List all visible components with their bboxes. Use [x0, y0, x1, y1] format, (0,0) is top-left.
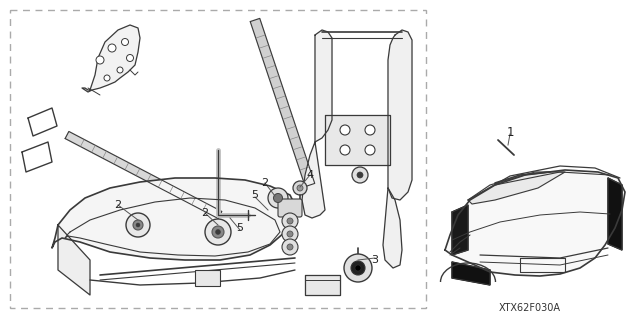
- Circle shape: [287, 218, 293, 224]
- Text: 3: 3: [371, 255, 378, 265]
- Circle shape: [104, 75, 110, 81]
- Polygon shape: [388, 30, 412, 200]
- Polygon shape: [302, 142, 325, 218]
- Circle shape: [268, 188, 288, 208]
- Circle shape: [297, 185, 303, 191]
- Circle shape: [127, 55, 134, 62]
- Circle shape: [212, 226, 224, 238]
- Polygon shape: [452, 205, 468, 255]
- Circle shape: [355, 265, 361, 271]
- Circle shape: [96, 56, 104, 64]
- Circle shape: [273, 194, 282, 203]
- Bar: [195, 270, 220, 286]
- Polygon shape: [315, 30, 332, 142]
- Text: 5: 5: [237, 223, 243, 233]
- Polygon shape: [452, 262, 490, 285]
- Polygon shape: [22, 142, 52, 172]
- Circle shape: [365, 145, 375, 155]
- Circle shape: [108, 44, 116, 52]
- Text: 1: 1: [506, 125, 514, 138]
- Text: 2: 2: [202, 208, 209, 218]
- Circle shape: [282, 226, 298, 242]
- Circle shape: [357, 172, 363, 178]
- Circle shape: [351, 261, 365, 275]
- Polygon shape: [250, 19, 315, 187]
- Polygon shape: [608, 178, 622, 250]
- Circle shape: [365, 125, 375, 135]
- Circle shape: [352, 167, 368, 183]
- Polygon shape: [82, 25, 140, 92]
- Circle shape: [136, 223, 140, 227]
- Circle shape: [216, 229, 221, 234]
- Circle shape: [126, 213, 150, 237]
- Polygon shape: [28, 108, 57, 136]
- Polygon shape: [325, 115, 390, 165]
- Circle shape: [340, 125, 350, 135]
- Circle shape: [122, 39, 129, 46]
- Circle shape: [293, 181, 307, 195]
- Circle shape: [344, 254, 372, 282]
- Circle shape: [287, 231, 293, 237]
- Polygon shape: [65, 131, 222, 219]
- Text: 2: 2: [261, 178, 269, 188]
- Circle shape: [282, 239, 298, 255]
- Text: 4: 4: [307, 170, 314, 180]
- Circle shape: [205, 219, 231, 245]
- Polygon shape: [305, 275, 340, 295]
- Text: 2: 2: [115, 200, 122, 210]
- Circle shape: [287, 244, 293, 250]
- Text: XTX62F030A: XTX62F030A: [499, 303, 561, 313]
- Polygon shape: [52, 178, 295, 260]
- Polygon shape: [468, 172, 565, 204]
- Circle shape: [133, 220, 143, 230]
- Text: 5: 5: [252, 190, 259, 200]
- Circle shape: [282, 213, 298, 229]
- Circle shape: [117, 67, 123, 73]
- FancyBboxPatch shape: [278, 199, 302, 217]
- Circle shape: [340, 145, 350, 155]
- Polygon shape: [383, 188, 402, 268]
- Polygon shape: [58, 225, 90, 295]
- Polygon shape: [445, 170, 625, 276]
- Bar: [10, 10, 426, 308]
